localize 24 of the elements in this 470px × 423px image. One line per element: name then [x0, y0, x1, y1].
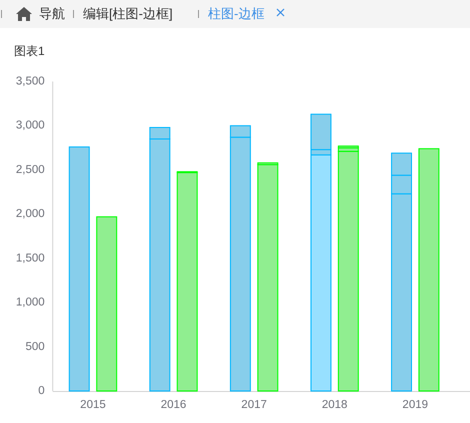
- y-tick-label: 1,500: [16, 252, 45, 264]
- x-tick-label: 2019: [402, 399, 428, 411]
- bar: [68, 146, 90, 392]
- bar: [257, 164, 278, 392]
- text: 编辑[柱图-边框]: [83, 6, 173, 21]
- bar: [338, 150, 359, 392]
- y-tick-label: 1,000: [16, 296, 45, 309]
- x-tick-label: 2017: [241, 399, 267, 411]
- y-tick-label: 3,000: [16, 120, 45, 132]
- bar: [176, 172, 198, 392]
- bar: [310, 154, 332, 392]
- y-tick-label: 500: [26, 340, 45, 353]
- text: 导航: [39, 6, 65, 21]
- text: 柱图-边框: [208, 6, 264, 21]
- chart-title: 图表1: [14, 44, 45, 58]
- y-tick-label: 3,500: [16, 76, 45, 88]
- x-tick-label: 2016: [160, 399, 186, 411]
- y-tick-label: 2,500: [16, 164, 45, 176]
- x-tick-label: 2015: [80, 399, 106, 411]
- y-tick-label: 0: [38, 385, 45, 397]
- x-tick-label: 2018: [322, 399, 348, 411]
- bar: [418, 148, 440, 392]
- y-tick-label: 2,000: [16, 208, 45, 220]
- bar: [96, 216, 118, 392]
